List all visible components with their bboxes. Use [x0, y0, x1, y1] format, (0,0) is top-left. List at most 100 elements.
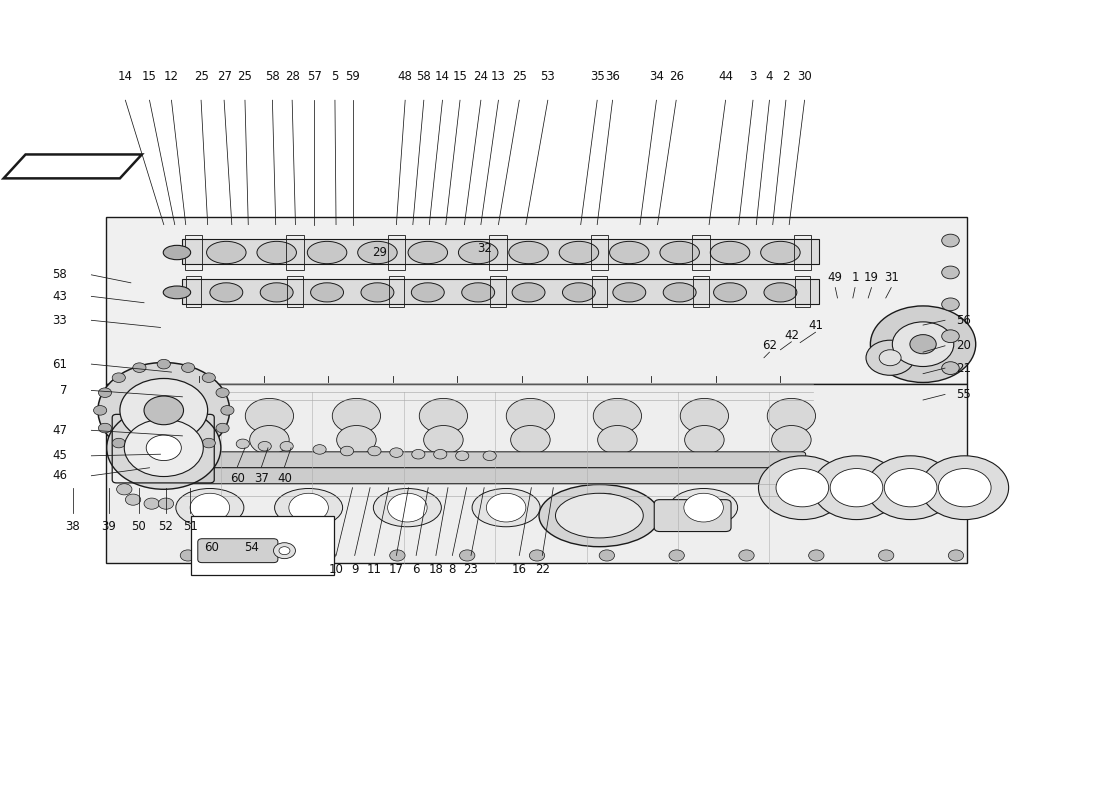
Circle shape: [942, 330, 959, 342]
Text: 9: 9: [351, 563, 359, 577]
Circle shape: [455, 451, 469, 461]
Circle shape: [337, 426, 376, 454]
Ellipse shape: [670, 489, 738, 526]
Bar: [286, 235, 304, 270]
Circle shape: [460, 550, 475, 561]
Text: 32: 32: [476, 242, 492, 255]
Circle shape: [680, 398, 728, 434]
Bar: [185, 235, 202, 270]
Text: 8: 8: [449, 563, 456, 577]
Circle shape: [510, 426, 550, 454]
Text: 11: 11: [367, 563, 382, 577]
Circle shape: [124, 419, 204, 477]
Circle shape: [759, 456, 846, 519]
Text: 53: 53: [540, 70, 556, 82]
Text: 43: 43: [53, 290, 67, 303]
Ellipse shape: [361, 283, 394, 302]
Circle shape: [771, 426, 811, 454]
Circle shape: [669, 550, 684, 561]
Bar: [388, 277, 404, 306]
Text: 19: 19: [864, 271, 879, 285]
Text: 1: 1: [851, 271, 859, 285]
Circle shape: [202, 373, 216, 382]
Circle shape: [367, 446, 381, 456]
Ellipse shape: [373, 489, 441, 526]
Text: 54: 54: [244, 541, 258, 554]
Text: 7: 7: [59, 384, 67, 397]
Circle shape: [250, 550, 265, 561]
Circle shape: [593, 398, 641, 434]
Text: 3: 3: [749, 70, 757, 82]
Circle shape: [866, 340, 914, 375]
Text: 41: 41: [808, 319, 823, 332]
Bar: [491, 277, 506, 306]
Circle shape: [125, 494, 141, 506]
Circle shape: [483, 451, 496, 461]
Ellipse shape: [163, 246, 190, 260]
Ellipse shape: [210, 283, 243, 302]
Ellipse shape: [472, 489, 540, 526]
Circle shape: [182, 448, 195, 458]
Bar: [693, 277, 708, 306]
Text: 25: 25: [238, 70, 252, 82]
Circle shape: [120, 378, 208, 442]
Ellipse shape: [609, 242, 649, 264]
Circle shape: [158, 498, 174, 510]
Ellipse shape: [462, 283, 495, 302]
Text: 27: 27: [217, 70, 232, 82]
Circle shape: [258, 442, 272, 451]
Text: 46: 46: [52, 470, 67, 482]
Circle shape: [112, 438, 125, 448]
Circle shape: [314, 445, 327, 454]
Circle shape: [684, 426, 724, 454]
Circle shape: [112, 373, 125, 382]
FancyBboxPatch shape: [183, 239, 818, 265]
Text: 4: 4: [766, 70, 773, 82]
Ellipse shape: [310, 283, 343, 302]
Circle shape: [144, 498, 159, 510]
Text: 31: 31: [883, 271, 899, 285]
Text: 14: 14: [118, 70, 133, 82]
Circle shape: [892, 322, 954, 366]
Circle shape: [98, 388, 111, 398]
Circle shape: [419, 398, 468, 434]
Circle shape: [274, 542, 296, 558]
Text: 44: 44: [718, 70, 733, 82]
Ellipse shape: [176, 489, 244, 526]
Circle shape: [340, 446, 353, 456]
Text: 13: 13: [491, 70, 506, 82]
Bar: [793, 235, 811, 270]
Text: 22: 22: [535, 563, 550, 577]
Circle shape: [332, 398, 381, 434]
Text: 58: 58: [417, 70, 431, 82]
Ellipse shape: [660, 242, 700, 264]
Ellipse shape: [556, 494, 644, 538]
Circle shape: [813, 456, 901, 519]
FancyBboxPatch shape: [654, 500, 732, 531]
Circle shape: [942, 362, 959, 374]
Circle shape: [910, 334, 936, 354]
Circle shape: [387, 494, 427, 522]
Text: 34: 34: [649, 70, 664, 82]
Text: 10: 10: [329, 563, 343, 577]
Circle shape: [921, 456, 1009, 519]
Circle shape: [202, 438, 216, 448]
Ellipse shape: [559, 242, 598, 264]
Circle shape: [597, 426, 637, 454]
Circle shape: [157, 452, 170, 462]
Text: 56: 56: [956, 314, 971, 326]
Ellipse shape: [562, 283, 595, 302]
Text: 23: 23: [463, 563, 478, 577]
Circle shape: [411, 450, 425, 459]
Circle shape: [867, 456, 955, 519]
Ellipse shape: [714, 283, 747, 302]
Text: 33: 33: [53, 314, 67, 326]
Circle shape: [180, 550, 196, 561]
Text: 60: 60: [205, 541, 220, 554]
Bar: [490, 235, 507, 270]
Text: 28: 28: [285, 70, 299, 82]
Bar: [592, 277, 607, 306]
Circle shape: [182, 363, 195, 373]
Text: 35: 35: [590, 70, 605, 82]
Ellipse shape: [761, 242, 800, 264]
